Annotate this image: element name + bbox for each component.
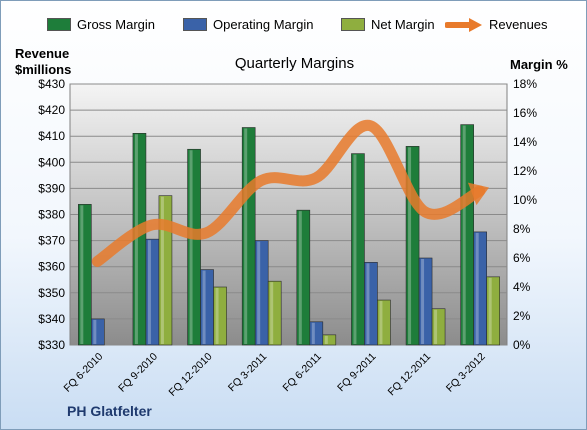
bar-highlight [189,150,193,344]
right-tick-label: 12% [513,164,537,178]
bar [418,257,433,346]
operating-margin-swatch [183,18,207,31]
bar-highlight [421,259,425,344]
bar [187,148,201,346]
bar [145,238,160,346]
right-tick-label: 18% [513,77,537,91]
bar [254,240,269,346]
bar [460,124,474,346]
bar-highlight [147,240,151,344]
bar [486,276,500,346]
left-tick-label: $350 [38,286,65,300]
bar-highlight [379,301,383,344]
left-tick-label: $430 [38,77,65,91]
legend-item-net-margin: Net Margin [341,17,435,32]
bar-highlight [257,241,261,344]
x-tick-label: FQ 9-2010 [116,351,160,395]
bar-highlight [353,154,357,344]
bar [91,318,105,346]
left-axis-title-line-2: $millions [15,62,72,77]
legend: Gross Margin Operating Margin Net Margin… [1,17,586,37]
left-tick-label: $380 [38,208,65,222]
bar-highlight [270,282,274,344]
left-tick-label: $340 [38,312,65,326]
chart-title: Quarterly Margins [234,55,355,72]
left-tick-label: $360 [38,260,65,274]
bar [309,321,324,346]
left-tick-label: $370 [38,234,65,248]
bar [213,286,227,346]
legend-item-operating-margin: Operating Margin [183,17,313,32]
bar-highlight [244,128,248,344]
x-tick-label: FQ 6-2011 [281,351,325,395]
x-tick-label: FQ 6-2010 [61,351,105,395]
right-tick-label: 14% [513,135,537,149]
x-tick-label: FQ 12-2010 [167,351,215,399]
x-tick-label: FQ 3-2011 [226,351,270,395]
bar [431,308,446,346]
x-tick-label: FQ 12-2011 [386,351,434,399]
left-tick-label: $400 [38,155,65,169]
bar-highlight [475,232,479,344]
x-tick-label: FQ 3-2012 [444,351,488,395]
left-tick-label: $420 [38,103,65,117]
bar-highlight [324,335,328,344]
bar-highlight [434,309,438,344]
bar-highlight [160,196,164,344]
left-axis-title: Revenue $millions [15,46,71,78]
bar [158,195,173,346]
right-tick-label: 10% [513,193,537,207]
bar [200,269,214,346]
bar-highlight [311,322,315,344]
right-tick-label: 2% [513,309,531,323]
legend-label: Operating Margin [213,17,314,32]
revenues-arrowhead [467,182,490,206]
bar [364,262,378,346]
net-margin-swatch [341,18,365,31]
right-tick-label: 16% [513,106,537,120]
right-axis-title: Margin % [510,57,568,72]
bar-highlight [215,288,219,344]
bar-highlight [366,263,370,344]
bar [351,153,365,346]
bar-highlight [408,147,412,344]
right-tick-label: 4% [513,280,531,294]
right-tick-label: 6% [513,251,531,265]
bar [377,299,391,346]
bar [267,280,282,346]
left-tick-label: $390 [38,181,65,195]
bar [78,204,92,346]
revenues-arrow-icon [445,17,482,32]
gross-margin-swatch [47,18,71,31]
right-tick-label: 0% [513,338,531,352]
legend-item-revenues: Revenues [445,17,548,32]
left-tick-label: $410 [38,129,65,143]
bar [296,209,311,346]
bar [322,334,337,346]
revenues-line [91,120,486,267]
bar-highlight [488,277,492,344]
company-name: PH Glatfelter [67,403,152,419]
bar-highlight [202,270,206,344]
legend-item-gross-margin: Gross Margin [47,17,155,32]
legend-label: Gross Margin [77,17,156,32]
bar-highlight [93,319,97,344]
x-tick-label: FQ 9-2011 [335,351,379,395]
legend-label: Revenues [489,17,548,32]
bar-highlight [80,205,84,344]
bar [473,231,487,346]
bar-highlight [298,211,302,344]
left-axis-title-line-1: Revenue [15,46,70,61]
left-tick-label: $330 [38,338,65,352]
bar-highlight [134,134,138,344]
legend-label: Net Margin [371,17,435,32]
right-tick-label: 8% [513,222,531,236]
bar-highlight [462,125,466,344]
bar [241,127,256,346]
